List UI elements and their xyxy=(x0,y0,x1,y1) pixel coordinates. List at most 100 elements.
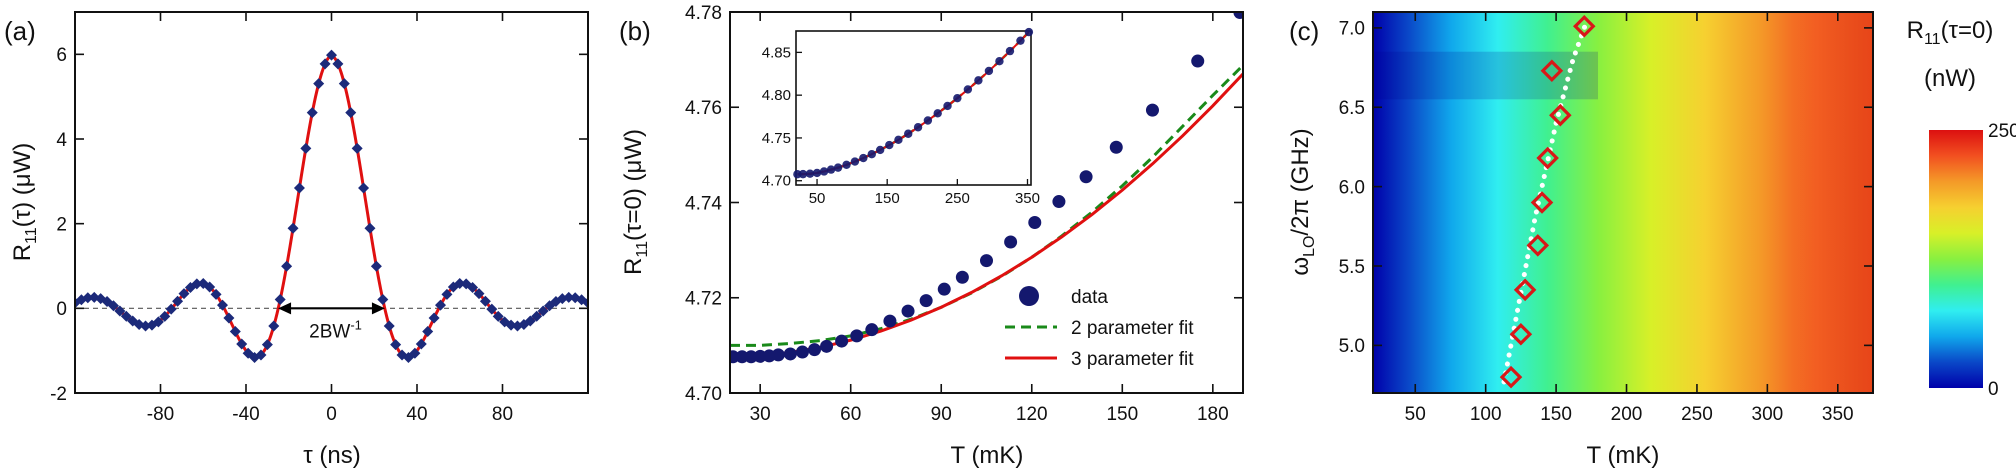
width-arrow xyxy=(278,302,385,315)
inset-data-point xyxy=(875,145,885,155)
inset-data-point xyxy=(1024,27,1034,37)
data-point xyxy=(537,305,549,317)
x-tick-label: 60 xyxy=(840,404,861,425)
inset-data-point xyxy=(923,116,933,125)
inset-x-tick-label: 350 xyxy=(1015,190,1040,207)
data-point xyxy=(820,339,834,353)
y-tick-label: 6.0 xyxy=(1339,177,1365,198)
inset-data-point xyxy=(974,76,983,85)
inset-data-point xyxy=(859,153,868,163)
x-tick-label: 300 xyxy=(1752,404,1784,425)
data-point xyxy=(204,281,216,293)
data-point xyxy=(390,339,402,351)
data-point xyxy=(178,288,190,300)
x-tick-label: 120 xyxy=(1016,404,1048,425)
data-point xyxy=(735,350,749,364)
legend-entry-3-param: 3 parameter fit xyxy=(1005,349,1194,370)
panel-b-inset: 50 150 250 350 4.70 4.75 4.80 4.85 xyxy=(762,27,1040,207)
data-point xyxy=(370,260,382,272)
panel-label-a: (a) xyxy=(4,16,36,46)
colorbar-max-label: 250 xyxy=(1988,121,2016,142)
legend-entry-2-param: 2 parameter fit xyxy=(1005,318,1194,339)
data-point xyxy=(107,300,119,312)
inset-x-tick-label: 50 xyxy=(809,190,826,207)
data-point xyxy=(345,107,357,119)
data-point xyxy=(473,288,485,300)
x-tick-label: 0 xyxy=(326,404,337,425)
panel-label-b: (b) xyxy=(619,16,651,46)
inset-data-point xyxy=(904,129,913,138)
peak-marker xyxy=(1530,191,1554,214)
data-point xyxy=(980,254,993,268)
heatmap-warm-edge xyxy=(1793,12,1873,393)
y-tick-label: 6.5 xyxy=(1339,98,1365,119)
inset-data-point xyxy=(805,169,815,178)
inset-data-point xyxy=(913,123,923,132)
inset-y-tick-label: 4.85 xyxy=(762,44,791,61)
data-point xyxy=(120,310,132,322)
data-point xyxy=(807,343,821,357)
data-point xyxy=(441,288,453,300)
data-point xyxy=(1079,170,1093,184)
fit-curve xyxy=(75,53,588,360)
inset-data-point xyxy=(819,167,829,176)
panel-b-legend: data 2 parameter fit 3 parameter fit xyxy=(1005,286,1194,370)
data-point xyxy=(835,334,849,348)
x-tick-label: 150 xyxy=(1106,404,1138,425)
data-point xyxy=(293,182,305,194)
colorbar xyxy=(1929,130,1983,388)
panel-b-xlabel: T (mK) xyxy=(951,442,1024,469)
data-point xyxy=(1191,54,1205,68)
inset-frame xyxy=(795,30,1032,186)
svg-text:2 parameter fit: 2 parameter fit xyxy=(1071,318,1194,339)
data-point xyxy=(479,295,491,307)
x-tick-label: 180 xyxy=(1197,404,1229,425)
inset-data-point xyxy=(867,150,876,159)
data-point xyxy=(255,349,267,361)
data-point xyxy=(191,278,203,290)
data-point xyxy=(236,338,248,350)
x-tick-label: 50 xyxy=(1405,404,1426,425)
data-point xyxy=(415,338,427,350)
svg-text:3 parameter fit: 3 parameter fit xyxy=(1071,349,1194,370)
data-point xyxy=(531,310,543,322)
data-point xyxy=(422,326,434,338)
y-tick-label: 5.5 xyxy=(1339,257,1365,278)
inset-data-point xyxy=(826,165,836,174)
y-tick-label: 7.0 xyxy=(1339,19,1365,40)
dotted-fit-line xyxy=(1501,17,1590,385)
data-point xyxy=(771,348,785,362)
x-tick-label: 30 xyxy=(750,404,771,425)
x-tick-label: 150 xyxy=(1540,404,1572,425)
panel-label-c: (c) xyxy=(1289,16,1319,46)
x-tick-label: 200 xyxy=(1611,404,1643,425)
data-point xyxy=(467,281,479,293)
data-point xyxy=(229,326,241,338)
inset-data-point xyxy=(943,101,952,111)
data-point xyxy=(883,314,897,328)
inset-x-tick-label: 150 xyxy=(875,190,900,207)
x-tick-label: 80 xyxy=(492,404,513,425)
data-point xyxy=(287,222,299,234)
inset-data-point xyxy=(1016,36,1025,45)
data-point xyxy=(1233,12,1243,19)
data-point xyxy=(223,312,235,324)
panel-c-ylabel: ωLO/2π (GHz) xyxy=(1287,128,1318,275)
data-point xyxy=(563,291,575,303)
y-tick-label: 4.70 xyxy=(685,384,722,405)
data-point xyxy=(795,345,809,359)
x-tick-label: 40 xyxy=(406,404,427,425)
data-point xyxy=(505,319,517,331)
data-point xyxy=(140,320,152,332)
data-point xyxy=(364,222,376,234)
data-point xyxy=(486,303,498,315)
y-tick-label: 4.78 xyxy=(685,3,722,24)
x-tick-label: -40 xyxy=(232,404,259,425)
x-tick-label: 100 xyxy=(1470,404,1502,425)
data-point xyxy=(582,297,588,309)
data-point xyxy=(152,316,164,328)
x-tick-label: 350 xyxy=(1822,404,1854,425)
data-point xyxy=(114,305,126,317)
inset-data-point xyxy=(963,85,973,94)
panel-b-ylabel: R11(τ=0) (μW) xyxy=(620,129,651,275)
